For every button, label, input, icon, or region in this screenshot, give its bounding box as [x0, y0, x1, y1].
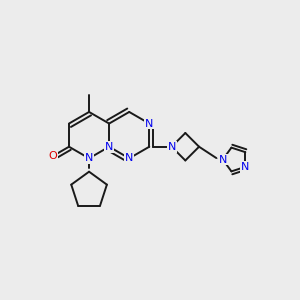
Text: N: N [167, 142, 176, 152]
Text: O: O [48, 152, 57, 161]
Text: N: N [219, 154, 227, 164]
Text: N: N [105, 142, 113, 152]
Text: N: N [145, 118, 154, 128]
Text: N: N [241, 162, 250, 172]
Text: N: N [125, 153, 134, 163]
Text: N: N [85, 153, 93, 163]
